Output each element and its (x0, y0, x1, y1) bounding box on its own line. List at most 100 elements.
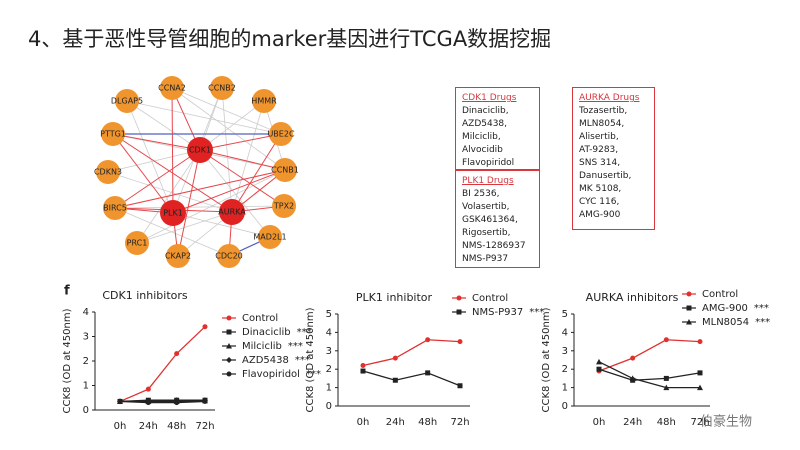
node-label: PRC1 (127, 239, 148, 248)
x-tick-label: 48h (418, 417, 437, 428)
marker (202, 324, 208, 330)
node (187, 137, 213, 163)
edge (171, 87, 282, 135)
drug-name: Dinaciclib, (462, 106, 509, 116)
legend-label: NMS-P937 (472, 307, 523, 318)
edge (136, 211, 233, 244)
marker (697, 370, 703, 376)
drug-box-title: PLK1 Drugs (462, 176, 514, 186)
node (219, 199, 245, 225)
edge (114, 207, 230, 257)
edge (199, 149, 286, 171)
marker (226, 371, 232, 377)
chart-title: CDK1 inhibitors (102, 289, 188, 302)
marker (392, 377, 398, 383)
edge (126, 100, 201, 151)
chart-title: AURKA inhibitors (586, 291, 679, 304)
drug-box-title: AURKA Drugs (579, 93, 640, 103)
drug-name: Milciclib, (462, 132, 501, 142)
node-label: DLGAP5 (111, 97, 143, 106)
marker (145, 400, 151, 406)
drug-name: Rigosertib, (462, 228, 511, 238)
drug-box-title: CDK1 Drugs (462, 93, 517, 103)
series-line (598, 368, 701, 381)
drug-name: MLN8054, (579, 119, 625, 129)
edge (112, 133, 174, 214)
series-line (119, 326, 206, 403)
y-axis-label: CCK8 (OD at 450nm) (541, 307, 552, 412)
marker (686, 319, 692, 325)
marker (663, 337, 669, 343)
watermark: 伯豪生物 (700, 414, 752, 430)
y-tick-label: 0 (562, 401, 568, 412)
node (103, 196, 127, 220)
x-tick-label: 24h (139, 421, 158, 432)
edge (136, 169, 286, 244)
marker (629, 375, 636, 381)
series-line (598, 361, 700, 389)
significance: *** (755, 317, 770, 328)
y-axis-label: CCK8 (OD at 450nm) (62, 308, 73, 413)
legend-label: AZD5438 (242, 355, 289, 366)
node (258, 225, 282, 249)
drug-name: BI 2536, (462, 189, 500, 199)
y-tick-label: 3 (326, 346, 332, 357)
node (96, 160, 120, 184)
marker (697, 339, 703, 345)
edge (126, 100, 282, 135)
edge (112, 133, 201, 151)
node (217, 244, 241, 268)
y-tick-label: 3 (562, 346, 568, 357)
significance: *** (297, 327, 312, 338)
drug-name: AT-9283, (579, 145, 619, 155)
y-tick-label: 1 (562, 383, 568, 394)
legend-label: Control (472, 293, 508, 304)
marker (425, 370, 431, 376)
x-tick-label: 0h (357, 417, 370, 428)
node (160, 200, 186, 226)
node-label: CCNA2 (158, 84, 186, 93)
series-line (119, 399, 205, 403)
node-label: AURKA (218, 208, 246, 217)
marker (202, 398, 208, 404)
edge (171, 87, 286, 171)
node (115, 89, 139, 113)
marker (226, 343, 232, 349)
significance: *** (295, 355, 310, 366)
significance: *** (306, 369, 321, 380)
marker (697, 384, 703, 391)
chart: AURKA inhibitors 0 1 2 3 4 5 0h 24h 48h 72h CCK8 (O… (541, 289, 770, 428)
legend-label: MLN8054 (702, 317, 749, 328)
node-label: PLK1 (163, 209, 183, 218)
node-label: PTTG1 (100, 130, 126, 139)
edge (177, 149, 201, 257)
legend-label: Dinaciclib (242, 327, 291, 338)
node-label: BIRC5 (103, 204, 127, 213)
x-tick-label: 72h (690, 417, 709, 428)
drug-box: PLK1 Drugs BI 2536, Volasertib, GSK461364, R… (455, 170, 540, 268)
marker (226, 315, 232, 321)
chart: PLK1 inhibitor 0 1 2 3 4 5 0h 24h 48h 72h CCK8 (OD … (305, 291, 544, 428)
marker (174, 400, 180, 406)
node-label: CCNB2 (208, 84, 236, 93)
node (273, 158, 297, 182)
edge (172, 169, 286, 214)
drug-name: NMS-1286937 (462, 241, 526, 251)
chart-title: PLK1 inhibitor (356, 291, 433, 304)
edge (126, 100, 174, 214)
drug-name: SNS 314, (579, 158, 621, 168)
edge (114, 149, 201, 209)
y-tick-label: 5 (562, 309, 568, 320)
y-tick-label: 2 (562, 364, 568, 375)
node (252, 89, 276, 113)
node (272, 194, 296, 218)
node-label: CCNB1 (271, 166, 299, 175)
y-tick-label: 2 (83, 356, 89, 367)
node (101, 122, 125, 146)
series-line (119, 400, 206, 404)
marker (686, 305, 692, 311)
drug-name: Alisertib, (579, 132, 619, 142)
chart: CDK1 inhibitors 0 1 2 3 4 0h 24h 48h 72h CCK8 (OD … (62, 289, 321, 432)
drug-name: Flavopiridol (462, 158, 515, 168)
drug-box: CDK1 Drugs Dinaciclib, AZD5438, Milciclib, A… (455, 87, 540, 170)
